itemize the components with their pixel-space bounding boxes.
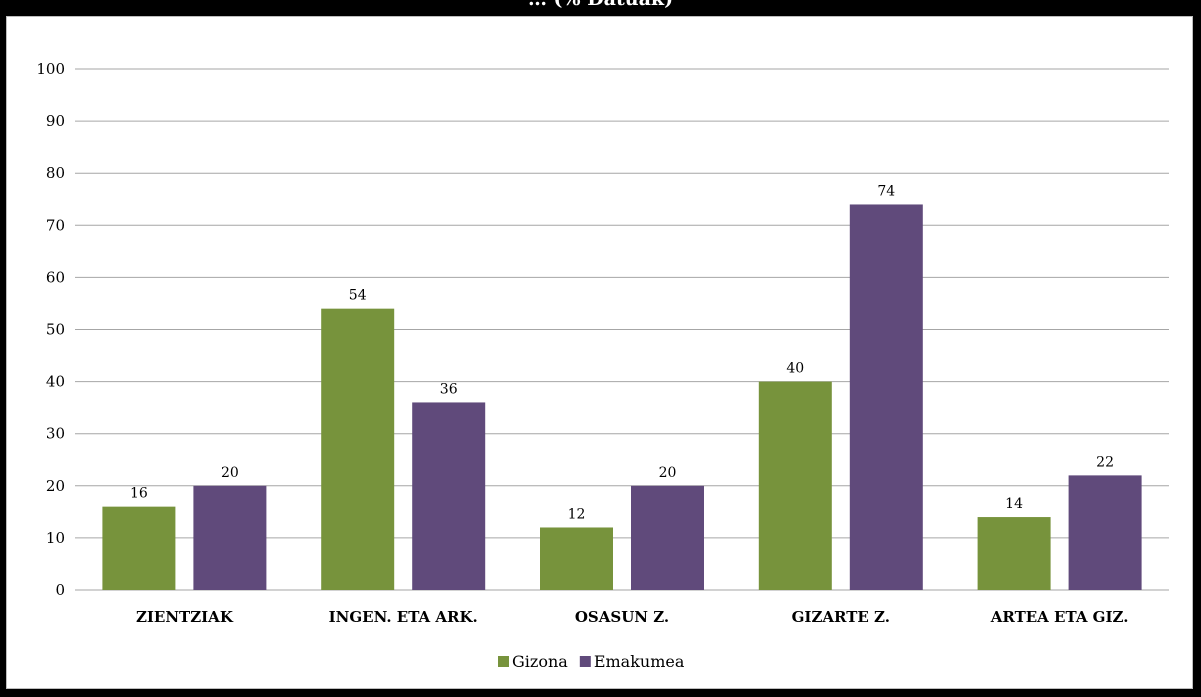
y-tick-label: 70 <box>46 216 65 234</box>
category-label: OSASUN Z. <box>575 608 669 626</box>
data-label: 74 <box>877 183 895 199</box>
y-tick-label: 40 <box>46 373 65 391</box>
chart-title: … (% Datuak) <box>0 0 1201 11</box>
bar-emakumea-1 <box>412 402 486 590</box>
y-tick-label: 90 <box>46 112 65 130</box>
category-label: ARTEA ETA GIZ. <box>990 608 1129 626</box>
data-label: 12 <box>568 506 586 522</box>
data-label: 14 <box>1005 496 1023 512</box>
bar-emakumea-3 <box>849 204 923 590</box>
bars <box>102 204 1142 590</box>
y-tick-label: 80 <box>46 164 65 182</box>
data-labels: 16 20 54 36 12 20 40 74 14 22 <box>130 183 1114 522</box>
legend: Gizona Emakumea <box>498 652 685 671</box>
bar-gizona-0 <box>102 506 176 590</box>
data-label: 16 <box>130 486 148 502</box>
data-label: 54 <box>349 288 367 304</box>
legend-label: Gizona <box>512 652 568 671</box>
data-label: 40 <box>786 361 804 377</box>
bar-emakumea-4 <box>1068 475 1142 590</box>
y-tick-label: 50 <box>46 321 65 339</box>
bar-gizona-2 <box>540 527 613 590</box>
bar-gizona-3 <box>758 381 832 590</box>
data-label: 20 <box>221 465 239 481</box>
bar-emakumea-2 <box>631 485 704 590</box>
legend-swatch-gizona <box>498 656 509 667</box>
category-label: GIZARTE Z. <box>792 608 890 626</box>
y-tick-label: 0 <box>55 581 65 599</box>
y-tick-label: 10 <box>46 529 65 547</box>
legend-label: Emakumea <box>594 652 685 671</box>
data-label: 36 <box>440 381 458 397</box>
data-label: 20 <box>659 465 677 481</box>
x-axis-categories: ZIENTZIAK INGEN. ETA ARK. OSASUN Z. GIZARTE… <box>136 608 1128 626</box>
y-tick-label: 20 <box>46 477 65 495</box>
category-label: ZIENTZIAK <box>136 608 234 626</box>
bar-emakumea-0 <box>193 485 267 590</box>
category-label: INGEN. ETA ARK. <box>329 608 478 626</box>
y-tick-label: 60 <box>46 268 65 286</box>
y-axis-ticks: 0 10 20 30 40 50 60 70 80 90 100 <box>36 60 65 599</box>
bar-gizona-4 <box>977 517 1051 590</box>
data-label: 22 <box>1096 454 1114 470</box>
y-tick-label: 100 <box>36 60 65 78</box>
chart-panel: 0 10 20 30 40 50 60 70 80 90 100 16 20 54 36 12 20 40 74 1… <box>6 16 1193 689</box>
bar-gizona-1 <box>321 308 395 590</box>
y-tick-label: 30 <box>46 425 65 443</box>
legend-swatch-emakumea <box>579 656 591 667</box>
